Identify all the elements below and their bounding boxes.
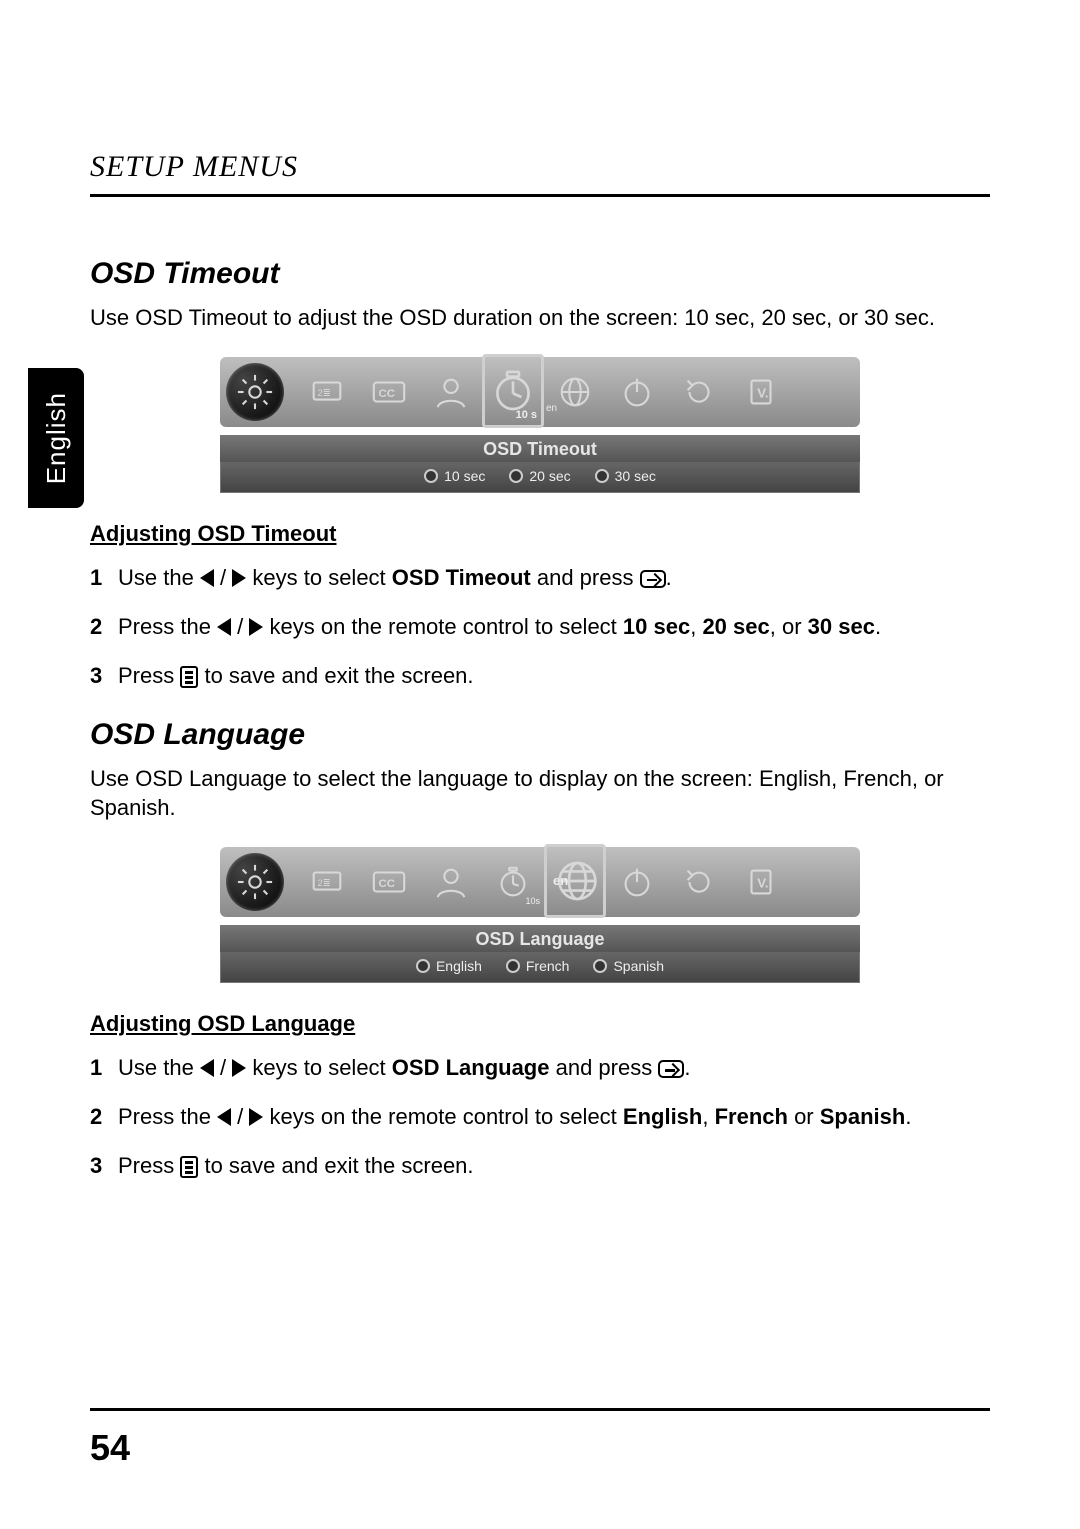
language-badge-small: en [546, 403, 557, 414]
radio-10sec[interactable]: 10 sec [424, 468, 485, 484]
section-osd-timeout: OSD Timeout Use OSD Timeout to adjust th… [90, 257, 990, 692]
menu-exit-icon [180, 1156, 198, 1178]
section-osd-language: OSD Language Use OSD Language to select … [90, 718, 990, 1182]
right-arrow-icon [232, 1059, 246, 1077]
radio-label: 10 sec [444, 468, 485, 484]
timeout-options-row: 10 sec 20 sec 30 sec [220, 462, 860, 493]
left-arrow-icon [200, 1059, 214, 1077]
menu-item-reset-icon [668, 854, 730, 910]
step-1: 1 Use the / keys to select OSD Language … [90, 1051, 990, 1084]
radio-label: French [526, 958, 570, 974]
radio-label: Spanish [613, 958, 664, 974]
menu-item-version-icon: V. [730, 364, 792, 420]
left-arrow-icon [217, 1108, 231, 1126]
radio-dot-icon [506, 959, 520, 973]
enter-icon [658, 1060, 684, 1078]
gear-icon [226, 363, 284, 421]
radio-dot-icon [424, 469, 438, 483]
step-3: 3 Press to save and exit the screen. [90, 1149, 990, 1182]
menu-item-version-icon: V. [730, 854, 792, 910]
radio-dot-icon [595, 469, 609, 483]
menu-exit-icon [180, 666, 198, 688]
language-side-tab: English [28, 368, 84, 508]
language-badge: en [553, 873, 568, 888]
radio-spanish[interactable]: Spanish [593, 958, 664, 974]
timeout-badge: 10 s [516, 409, 537, 421]
radio-english[interactable]: English [416, 958, 482, 974]
radio-dot-icon [416, 959, 430, 973]
section-title: OSD Timeout [90, 257, 990, 291]
svg-text:V.: V. [757, 385, 768, 400]
menu-item-language-icon: en [544, 844, 606, 918]
menu-item-user-icon [420, 364, 482, 420]
radio-label: English [436, 958, 482, 974]
radio-20sec[interactable]: 20 sec [509, 468, 570, 484]
menu-item-power-icon [606, 854, 668, 910]
menu-bar: 2≣ CC 10 s en [220, 357, 860, 427]
footer-rule [90, 1408, 990, 1411]
right-arrow-icon [232, 569, 246, 587]
menu-item-reset-icon [668, 364, 730, 420]
step-1: 1 Use the / keys to select OSD Timeout a… [90, 561, 990, 594]
timeout-steps: 1 Use the / keys to select OSD Timeout a… [90, 561, 990, 692]
menu-item-cc-icon: CC [358, 854, 420, 910]
radio-30sec[interactable]: 30 sec [595, 468, 656, 484]
language-options-row: English French Spanish [220, 952, 860, 983]
step-2: 2 Press the / keys on the remote control… [90, 1100, 990, 1133]
page-number: 54 [90, 1427, 130, 1469]
right-arrow-icon [249, 1108, 263, 1126]
menu-item-power-icon [606, 364, 668, 420]
radio-dot-icon [593, 959, 607, 973]
svg-text:2≣: 2≣ [318, 878, 331, 889]
right-arrow-icon [249, 618, 263, 636]
menu-item-picture-mode-icon: 2≣ [296, 854, 358, 910]
timeout-badge-small: 10s [525, 896, 540, 906]
enter-icon [640, 570, 666, 588]
svg-text:CC: CC [379, 387, 395, 399]
menu-item-user-icon [420, 854, 482, 910]
section-intro: Use OSD Language to select the language … [90, 764, 990, 823]
menu-item-language-icon: en [544, 364, 606, 420]
page-header: SETUP MENUS [90, 150, 990, 197]
svg-text:2≣: 2≣ [318, 387, 331, 398]
menu-item-picture-mode-icon: 2≣ [296, 364, 358, 420]
radio-label: 20 sec [529, 468, 570, 484]
menu-item-timeout-icon: 10s [482, 854, 544, 910]
svg-text:CC: CC [379, 878, 395, 890]
menu-item-cc-icon: CC [358, 364, 420, 420]
gear-icon [226, 853, 284, 911]
subheading: Adjusting OSD Timeout [90, 521, 990, 547]
radio-french[interactable]: French [506, 958, 570, 974]
radio-label: 30 sec [615, 468, 656, 484]
menu-caption: OSD Language [220, 925, 860, 952]
svg-text:V.: V. [757, 876, 768, 891]
menu-bar: 2≣ CC 10s en [220, 847, 860, 917]
section-title: OSD Language [90, 718, 990, 752]
step-3: 3 Press to save and exit the screen. [90, 659, 990, 692]
osd-language-menu-figure: 2≣ CC 10s en [220, 847, 860, 983]
section-intro: Use OSD Timeout to adjust the OSD durati… [90, 303, 990, 333]
subheading: Adjusting OSD Language [90, 1011, 990, 1037]
radio-dot-icon [509, 469, 523, 483]
step-2: 2 Press the / keys on the remote control… [90, 610, 990, 643]
left-arrow-icon [217, 618, 231, 636]
left-arrow-icon [200, 569, 214, 587]
osd-timeout-menu-figure: 2≣ CC 10 s en [220, 357, 860, 493]
language-steps: 1 Use the / keys to select OSD Language … [90, 1051, 990, 1182]
menu-item-timeout-icon: 10 s [482, 354, 544, 428]
side-tab-label: English [41, 392, 72, 484]
menu-caption: OSD Timeout [220, 435, 860, 462]
